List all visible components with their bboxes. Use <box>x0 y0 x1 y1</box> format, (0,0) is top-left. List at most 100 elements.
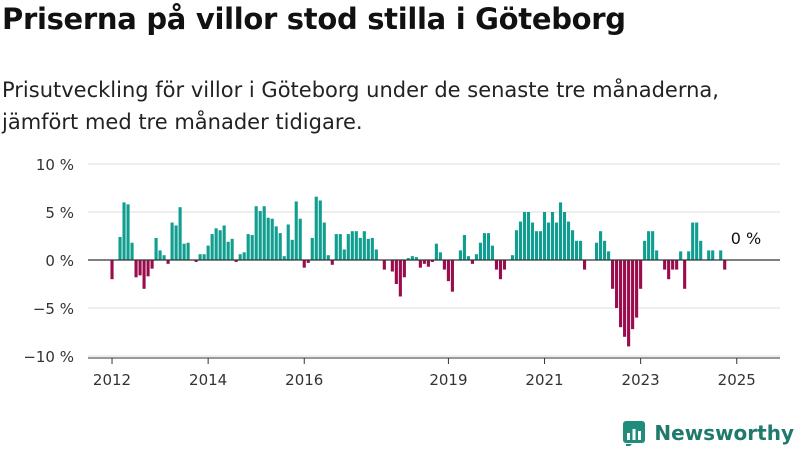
x-tick-label: 2023 <box>622 371 660 389</box>
bar <box>719 250 723 260</box>
y-tick-label: −10 % <box>23 348 74 366</box>
bar <box>346 234 350 260</box>
bar <box>234 260 238 262</box>
bar <box>510 255 515 260</box>
bar <box>198 254 202 260</box>
bar <box>246 234 250 260</box>
bar <box>438 252 442 260</box>
bar <box>294 201 298 260</box>
bar <box>615 260 619 308</box>
bar <box>574 240 579 260</box>
brand-name: Newsworthy <box>654 421 794 445</box>
bar <box>426 260 430 267</box>
bar <box>130 242 134 260</box>
brand-logo: Newsworthy <box>622 420 794 446</box>
x-tick-label: 2025 <box>718 371 756 389</box>
bar <box>230 238 234 260</box>
bar <box>671 260 675 270</box>
bar <box>566 221 571 260</box>
last-value-annotation: 0 % <box>731 229 761 248</box>
bar <box>338 234 342 260</box>
bar <box>570 230 575 260</box>
bar <box>330 260 334 265</box>
bar-chart: 10 % 5 % 0 % −5 % −10 % 2012 2014 2016 2019 2021 2… <box>23 156 780 389</box>
bar <box>494 260 499 270</box>
bar <box>430 260 434 262</box>
bar <box>262 206 266 260</box>
bar <box>146 260 150 277</box>
bar <box>542 212 547 260</box>
bar <box>310 237 314 260</box>
bar <box>186 242 190 260</box>
x-tick-label: 2019 <box>429 371 467 389</box>
bar <box>398 260 402 297</box>
bar <box>162 255 166 260</box>
bar <box>554 222 559 260</box>
bar <box>258 211 262 260</box>
bar <box>582 260 587 270</box>
y-tick-label: 5 % <box>45 204 74 222</box>
bar <box>358 237 362 260</box>
bar <box>306 260 310 263</box>
bar <box>286 224 290 260</box>
bar <box>627 260 631 347</box>
bar <box>550 212 555 260</box>
bar <box>134 260 138 278</box>
bar <box>651 231 655 260</box>
bar <box>418 260 422 268</box>
bar <box>406 258 410 260</box>
bar <box>442 260 446 270</box>
bar <box>450 260 454 292</box>
bar <box>154 237 158 260</box>
bar <box>655 250 659 260</box>
bar <box>342 249 346 260</box>
bar <box>158 250 162 260</box>
bar <box>526 212 531 260</box>
bar <box>382 260 386 270</box>
bar <box>679 251 683 260</box>
bar <box>522 212 527 260</box>
bar <box>490 245 495 260</box>
bar <box>366 238 370 260</box>
bar <box>683 260 687 289</box>
bar <box>474 254 478 260</box>
y-tick-label: 10 % <box>36 156 74 174</box>
bar <box>282 256 286 260</box>
bar <box>663 260 667 270</box>
bar <box>374 249 378 260</box>
bar <box>142 260 146 289</box>
bar <box>394 260 398 284</box>
bar <box>611 260 615 289</box>
bar <box>534 231 539 260</box>
bar <box>546 222 551 260</box>
bar <box>270 218 274 260</box>
bar <box>631 260 635 330</box>
newsworthy-logo-icon <box>623 421 646 446</box>
bar <box>334 234 338 260</box>
bar <box>558 202 563 260</box>
bar <box>242 252 246 260</box>
bar <box>322 222 326 260</box>
bar <box>222 225 226 260</box>
x-tick-label: 2016 <box>285 371 323 389</box>
bar <box>206 245 210 260</box>
bar <box>498 260 503 280</box>
bar <box>711 250 715 260</box>
bar <box>110 260 114 280</box>
bar <box>410 256 414 260</box>
bar <box>518 221 523 260</box>
bar <box>126 204 130 260</box>
bar <box>254 206 258 260</box>
bar <box>290 239 294 260</box>
bar <box>699 240 703 260</box>
bar <box>599 231 603 260</box>
bar <box>595 242 599 260</box>
bar <box>562 212 567 260</box>
bar <box>470 260 474 264</box>
bar <box>194 260 198 262</box>
bar <box>210 234 214 260</box>
bar <box>354 231 358 260</box>
bar <box>178 207 182 260</box>
bar <box>302 260 306 268</box>
bar <box>422 260 426 264</box>
